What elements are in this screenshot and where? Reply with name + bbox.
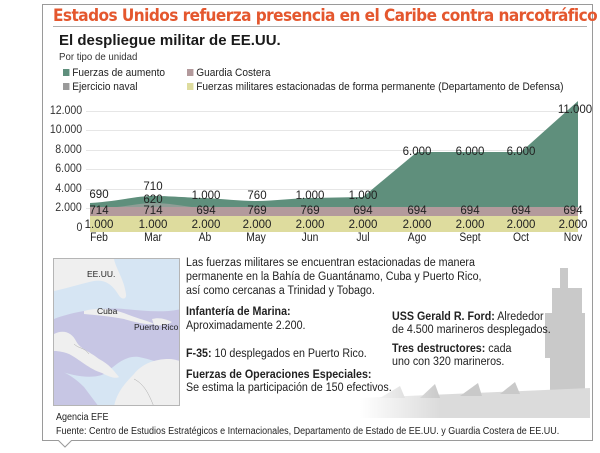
frame-top-border <box>42 4 593 5</box>
y-tick-8000: 8.000 <box>55 144 82 156</box>
x-tick-nov: Nov <box>563 232 583 244</box>
caribbean-map: EE.UU. Cuba Puerto Rico <box>53 258 180 406</box>
value-permanente-ago: 2.000 <box>402 219 432 231</box>
y-tick-0: 0 <box>76 222 82 234</box>
f35-heading: F-35: <box>186 348 212 360</box>
destroyers-line-2: uno con 320 marineros. <box>392 356 505 368</box>
value-guardia-feb: 714 <box>89 205 109 217</box>
series-fuerzas-permanentes <box>90 216 578 232</box>
frame-pointer <box>58 440 72 448</box>
y-tick-12000: 12.000 <box>49 105 82 117</box>
sof-text: Se estima la participación de 150 efecti… <box>186 382 392 394</box>
value-guardia-oct: 694 <box>511 205 531 217</box>
map-label-usa: EE.UU. <box>87 269 116 279</box>
sof-heading: Fuerzas de Operaciones Especiales: <box>186 369 372 381</box>
x-tick-jun: Jun <box>301 232 319 244</box>
x-tick-jul: Jul <box>356 232 370 244</box>
marines-text: Aproximadamente 2.200. <box>186 320 306 332</box>
destroyers-line-1: Tres destructores: cada <box>392 343 512 355</box>
value-permanente-ab: 2.000 <box>191 219 221 231</box>
value-aumento-nov: 11.000 <box>557 104 593 116</box>
ford-line-2: de 4.500 marineros desplegados. <box>392 324 551 336</box>
value-permanente-may: 2.000 <box>242 219 272 231</box>
value-guardia-jun: 769 <box>300 205 320 217</box>
legend-item-ejercicio-naval: Ejercicio naval <box>63 81 137 93</box>
value-permanente-oct: 2.000 <box>506 219 536 231</box>
value-guardia-mar: 714 <box>143 205 163 217</box>
map-label-cuba: Cuba <box>97 306 118 316</box>
footer-source: Fuente: Centro de Estudios Estratégicos … <box>56 426 560 437</box>
marines-heading: Infantería de Marina: <box>186 306 291 318</box>
legend-item-fuerzas-permanentes: Fuerzas militares estacionadas de forma … <box>187 81 564 93</box>
legend-swatch-gray-icon <box>63 83 70 90</box>
value-aumento-jul: 1.000 <box>348 190 378 202</box>
x-tick-may: May <box>246 232 266 244</box>
value-guardia-ago: 694 <box>407 205 427 217</box>
chart-subtitle: Por tipo de unidad <box>59 51 138 63</box>
intro-line-2: permanente en la Bahía de Guantánamo, Cu… <box>186 271 482 283</box>
legend-swatch-pink-icon <box>187 69 194 76</box>
x-tick-mar: Mar <box>144 232 162 244</box>
infographic-frame <box>42 4 593 441</box>
legend-swatch-green-icon <box>63 69 70 76</box>
series-fuerzas-aumento <box>90 101 578 210</box>
main-title: Estados Unidos refuerza presencia en el … <box>53 6 598 25</box>
chart-title: El despliegue militar de EE.UU. <box>59 32 281 49</box>
value-guardia-jul: 694 <box>353 205 373 217</box>
map-label-puerto-rico: Puerto Rico <box>134 322 179 332</box>
value-permanente-sept: 2.000 <box>455 219 485 231</box>
ford-line-1: USS Gerald R. Ford: Alrededor <box>392 311 544 323</box>
value-ejercicio-mar: 620 <box>143 194 163 206</box>
series-ejercicio-naval <box>105 203 200 208</box>
y-tick-2000: 2.000 <box>55 202 82 214</box>
value-aumento-may: 760 <box>247 190 267 202</box>
map-graphic <box>54 259 179 405</box>
value-permanente-mar: 1.000 <box>138 219 168 231</box>
value-aumento-sept: 6.000 <box>455 146 485 158</box>
value-permanente-jul: 2.000 <box>348 219 378 231</box>
value-guardia-sept: 694 <box>460 205 480 217</box>
value-aumento-ago: 6.000 <box>402 146 432 158</box>
value-aumento-feb: 690 <box>89 189 109 201</box>
y-tick-6000: 6.000 <box>55 163 82 175</box>
footer-agency: Agencia EFE <box>56 412 109 423</box>
series-guardia-costera <box>90 207 578 216</box>
value-guardia-nov: 694 <box>563 205 583 217</box>
legend-swatch-yellow-icon <box>187 83 194 90</box>
x-tick-ago: Ago <box>407 232 427 244</box>
value-aumento-oct: 6.000 <box>506 146 536 158</box>
x-tick-sept: Sept <box>459 232 481 244</box>
legend-item-guardia-costera: Guardia Costera <box>187 67 270 79</box>
aircraft-carrier-illustration-icon <box>360 258 590 418</box>
title-divider <box>53 26 587 27</box>
x-tick-oct: Oct <box>512 232 530 244</box>
value-guardia-ab: 694 <box>196 205 216 217</box>
value-aumento-ab: 1.000 <box>191 190 221 202</box>
value-permanente-jun: 2.000 <box>295 219 325 231</box>
x-tick-feb: Feb <box>90 232 108 244</box>
value-guardia-may: 769 <box>247 205 267 217</box>
y-tick-10000: 10.000 <box>49 124 82 136</box>
intro-line-3: así como cercanas a Trinidad y Tobago. <box>186 285 375 297</box>
intro-line-1: Las fuerzas militares se encuentran esta… <box>186 257 475 269</box>
value-permanente-feb: 1.000 <box>84 219 114 231</box>
destroyers-heading: Tres destructores: <box>392 343 486 355</box>
x-tick-ab: Ab <box>198 232 212 244</box>
value-aumento-mar: 710 <box>143 181 163 193</box>
value-aumento-jun: 1.000 <box>295 190 325 202</box>
value-permanente-nov: 2.000 <box>558 219 588 231</box>
ford-heading: USS Gerald R. Ford: <box>392 311 495 323</box>
y-tick-4000: 4.000 <box>55 183 82 195</box>
f35-item: F-35: 10 desplegados en Puerto Rico. <box>186 348 367 361</box>
f35-text: 10 desplegados en Puerto Rico. <box>211 348 367 360</box>
legend-item-fuerzas-aumento: Fuerzas de aumento <box>63 67 165 79</box>
